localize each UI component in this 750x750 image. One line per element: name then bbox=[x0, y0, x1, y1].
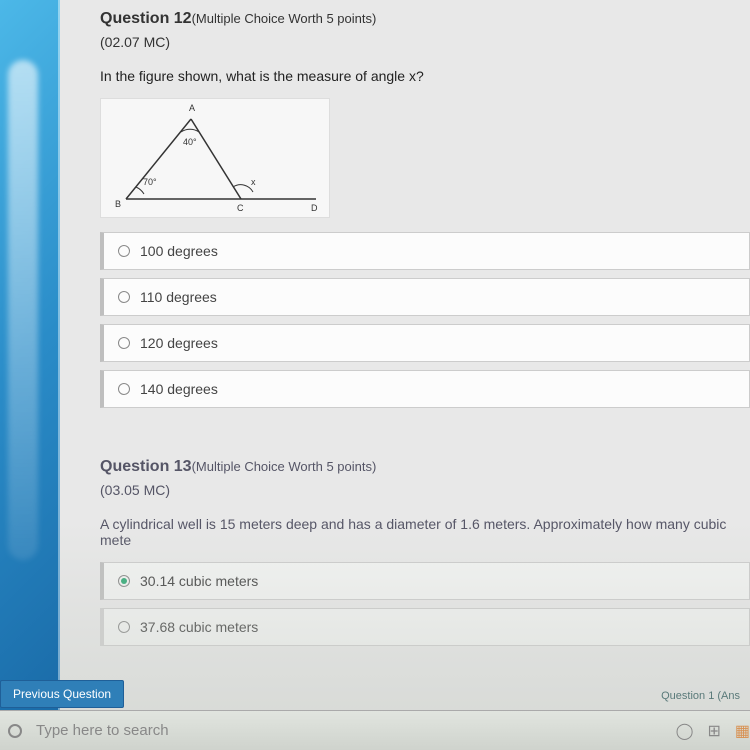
q13-prompt: A cylindrical well is 15 meters deep and… bbox=[100, 516, 750, 548]
q12-option-3[interactable]: 140 degrees bbox=[100, 370, 750, 408]
radio-icon bbox=[118, 245, 130, 257]
angle-B-label: 70° bbox=[143, 177, 157, 187]
search-input[interactable]: Type here to search bbox=[36, 722, 169, 739]
q13-options: 30.14 cubic meters 37.68 cubic meters bbox=[100, 562, 750, 646]
q12-code: (02.07 MC) bbox=[100, 34, 750, 50]
vertex-D: D bbox=[311, 203, 318, 213]
cortana-circle-icon[interactable]: ◯ bbox=[676, 721, 694, 741]
q12-worth: (Multiple Choice Worth 5 points) bbox=[192, 11, 377, 26]
radio-icon bbox=[118, 575, 130, 587]
question-13: Question 13(Multiple Choice Worth 5 poin… bbox=[100, 458, 750, 646]
q12-title: Question 12(Multiple Choice Worth 5 poin… bbox=[100, 10, 750, 28]
q12-option-2-label: 120 degrees bbox=[140, 335, 218, 351]
app-icon[interactable]: ▦ bbox=[735, 721, 750, 741]
vertex-A: A bbox=[189, 103, 195, 113]
q12-option-1-label: 110 degrees bbox=[140, 289, 217, 305]
q12-option-3-label: 140 degrees bbox=[140, 381, 218, 397]
vertex-C: C bbox=[237, 203, 244, 213]
question-12: Question 12(Multiple Choice Worth 5 poin… bbox=[100, 10, 750, 408]
q12-figure: A B C D 40° 70° x bbox=[100, 98, 330, 218]
q13-option-0-label: 30.14 cubic meters bbox=[140, 573, 258, 589]
vertex-B: B bbox=[115, 199, 121, 209]
q13-title-prefix: Question bbox=[100, 458, 174, 475]
windows-taskbar[interactable]: Type here to search ◯ ⊞ ▦ bbox=[0, 710, 750, 750]
radio-icon bbox=[118, 337, 130, 349]
q12-option-0-label: 100 degrees bbox=[140, 243, 218, 259]
triangle-diagram: A B C D 40° 70° x bbox=[101, 99, 331, 219]
question-nav-label: Question 1 (Ans bbox=[661, 690, 740, 702]
previous-question-button[interactable]: Previous Question bbox=[0, 680, 124, 708]
q13-worth: (Multiple Choice Worth 5 points) bbox=[192, 459, 377, 474]
radio-icon bbox=[118, 383, 130, 395]
q12-number: 12 bbox=[174, 10, 192, 27]
q12-option-0[interactable]: 100 degrees bbox=[100, 232, 750, 270]
angle-x-label: x bbox=[251, 177, 256, 187]
radio-icon bbox=[118, 291, 130, 303]
q13-option-1-label: 37.68 cubic meters bbox=[140, 619, 258, 635]
q13-code: (03.05 MC) bbox=[100, 482, 750, 498]
q12-prompt: In the figure shown, what is the measure… bbox=[100, 68, 750, 84]
q13-title: Question 13(Multiple Choice Worth 5 poin… bbox=[100, 458, 750, 476]
q12-options: 100 degrees 110 degrees 120 degrees 140 … bbox=[100, 232, 750, 408]
desktop-left-edge bbox=[0, 0, 60, 710]
radio-icon bbox=[118, 621, 130, 633]
q12-option-2[interactable]: 120 degrees bbox=[100, 324, 750, 362]
q13-option-0[interactable]: 30.14 cubic meters bbox=[100, 562, 750, 600]
q12-option-1[interactable]: 110 degrees bbox=[100, 278, 750, 316]
q13-number: 13 bbox=[174, 458, 192, 475]
quiz-content: Question 12(Multiple Choice Worth 5 poin… bbox=[80, 0, 750, 654]
angle-A-label: 40° bbox=[183, 137, 197, 147]
cortana-icon[interactable] bbox=[8, 724, 22, 738]
q13-option-1[interactable]: 37.68 cubic meters bbox=[100, 608, 750, 646]
q12-title-prefix: Question bbox=[100, 10, 174, 27]
task-view-icon[interactable]: ⊞ bbox=[707, 721, 720, 741]
